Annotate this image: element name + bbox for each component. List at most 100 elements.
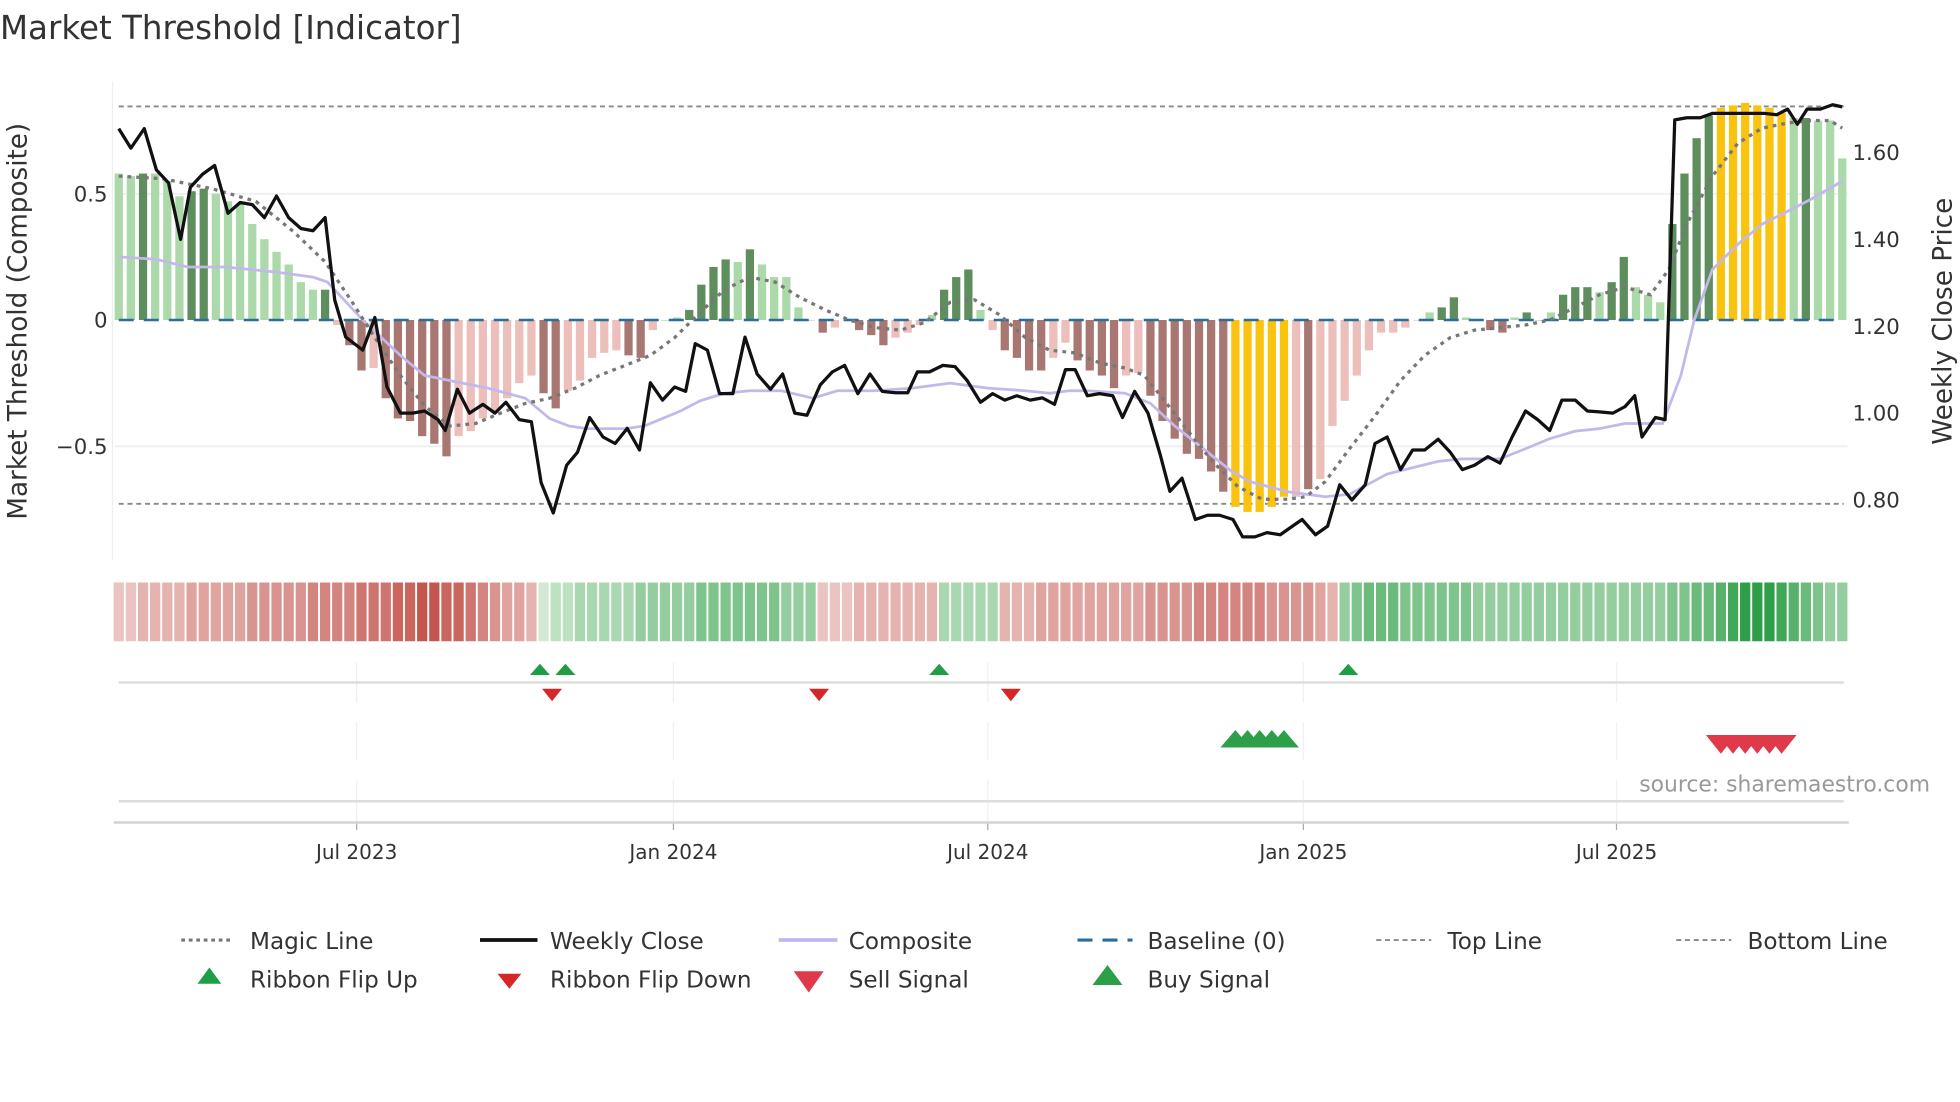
composite-bar	[1765, 107, 1774, 320]
grid-layer	[115, 105, 1848, 505]
ribbon-cell	[1315, 582, 1326, 642]
ribbon-cell	[295, 582, 306, 642]
x-tick-label: Jul 2023	[314, 840, 397, 864]
ribbon-cell	[477, 582, 489, 642]
composite-bar	[1182, 320, 1191, 454]
ribbon-cell	[866, 582, 877, 642]
composite-bar	[1158, 320, 1167, 421]
ribbon-cell	[769, 582, 780, 642]
ribbon-strip	[113, 582, 1848, 642]
ribbon-cell	[1412, 582, 1423, 642]
ribbon-cell	[162, 582, 173, 642]
composite-bar	[563, 320, 572, 391]
ribbon-cell	[1764, 582, 1775, 642]
legend-item-ribbon-flip-up: Ribbon Flip Up	[197, 967, 418, 994]
y2-tick-label: 1.40	[1853, 228, 1900, 253]
ribbon-cell	[647, 582, 658, 642]
line-layer	[117, 103, 1844, 539]
ribbon-cell	[489, 582, 501, 642]
composite-bar	[794, 307, 803, 320]
ribbon-cell	[1400, 582, 1411, 642]
ribbon-cell	[1776, 582, 1787, 642]
ribbon-cell	[938, 582, 950, 642]
ribbon-cell	[926, 582, 938, 642]
ribbon-cell	[1181, 582, 1192, 642]
composite-bar	[551, 320, 560, 409]
y-tick-label: 0	[94, 309, 108, 334]
ribbon-cell	[1121, 582, 1132, 642]
composite-bar	[1789, 118, 1798, 320]
ribbon-cell	[599, 582, 610, 642]
ribbon-cell	[1108, 582, 1120, 642]
ribbon-cell	[1788, 582, 1799, 642]
composite-bar	[1437, 307, 1446, 320]
ribbon-cell	[186, 582, 197, 642]
ribbon-flip-down-marker	[809, 688, 830, 702]
legend-label: Bottom Line	[1748, 929, 1888, 955]
composite-bar	[855, 320, 864, 331]
y-axis-label: Market Threshold (Composite)	[3, 123, 33, 520]
ribbon-cell	[538, 582, 549, 642]
composite-bar	[1607, 282, 1616, 320]
y2-axis-label: Weekly Close Price	[1928, 198, 1958, 445]
ribbon-cell	[720, 582, 731, 642]
ribbon-cell	[198, 582, 209, 642]
ribbon-cell	[975, 582, 986, 642]
ribbon-cell	[137, 582, 149, 642]
ribbon-cell	[174, 582, 185, 642]
composite-bar	[1109, 320, 1119, 389]
legend-label: Weekly Close	[550, 929, 704, 955]
triangle-down-icon	[793, 971, 824, 993]
ribbon-cell	[1060, 582, 1071, 642]
ribbon-cell	[1424, 582, 1435, 642]
signal-rows: Jul 2023 Jan 2024 Jul 2024 Jan 2025 Jul 2025	[113, 662, 1849, 864]
ribbon-cell	[1254, 582, 1265, 642]
ribbon-cell	[854, 582, 865, 642]
composite-bar	[260, 239, 269, 320]
composite-bar	[964, 269, 973, 320]
composite-bar	[1801, 118, 1810, 320]
legend-item-ribbon-flip-down: Ribbon Flip Down	[497, 968, 752, 994]
ribbon-cell	[1679, 582, 1690, 642]
legend-label: Baseline (0)	[1148, 929, 1286, 955]
composite-bar	[478, 320, 487, 419]
ribbon-cell	[1351, 582, 1362, 642]
composite-bar	[745, 249, 755, 320]
composite-bar	[539, 320, 548, 394]
composite-bar	[952, 277, 961, 320]
ribbon-cell	[1582, 582, 1593, 642]
legend-item-weekly-close: Weekly Close	[480, 929, 704, 955]
ribbon-cell	[756, 582, 768, 642]
ribbon-cell	[1460, 582, 1472, 642]
composite-bar	[284, 264, 293, 320]
ribbon-cell	[1691, 582, 1702, 642]
composite-bar	[733, 261, 742, 320]
legend-label: Top Line	[1447, 929, 1543, 955]
ribbon-cell	[732, 582, 743, 642]
ribbon-cell	[247, 582, 258, 642]
ribbon-cell	[283, 582, 294, 642]
composite-bar	[1134, 320, 1143, 374]
x-tick-label: Jul 2024	[945, 840, 1028, 864]
ribbon-cell	[1570, 582, 1581, 642]
composite-bar	[685, 309, 694, 320]
composite-bar	[770, 277, 779, 320]
ribbon-cell	[1521, 582, 1532, 642]
composite-bar	[1231, 320, 1240, 507]
composite-bar	[757, 264, 767, 320]
ribbon-flip-up-marker	[1338, 663, 1359, 675]
ribbon-cell	[526, 582, 537, 642]
composite-bar	[1741, 102, 1750, 321]
ribbon-cell	[1533, 582, 1544, 642]
ribbon-cell	[150, 582, 161, 642]
ribbon-cell	[696, 582, 707, 642]
composite-bar	[308, 289, 318, 320]
composite-bar	[1522, 312, 1531, 320]
composite-bar	[1777, 112, 1786, 321]
composite-bar	[1073, 320, 1082, 361]
ribbon-cell	[1011, 582, 1023, 642]
composite-bar	[1364, 320, 1374, 351]
legend-item-magic-line: Magic Line	[181, 929, 373, 955]
ribbon-flip-down-marker	[1000, 688, 1021, 702]
composite-bar	[782, 277, 791, 320]
